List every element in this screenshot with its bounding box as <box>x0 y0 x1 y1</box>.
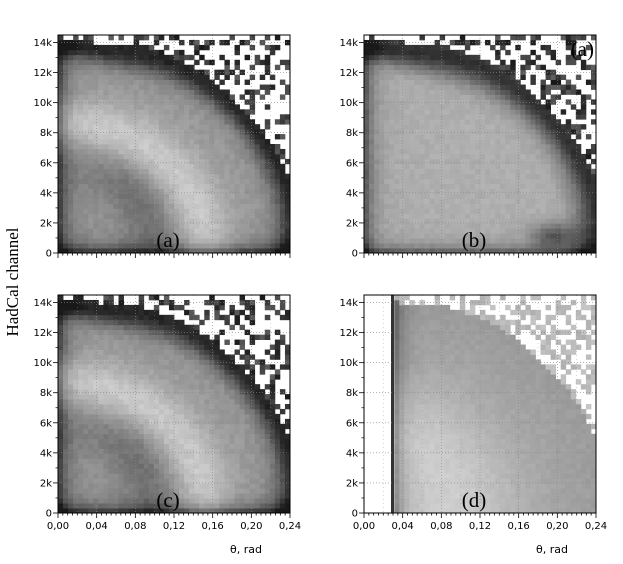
y-tick-label: 8k <box>346 388 358 399</box>
panel-label: (b) <box>462 228 487 252</box>
y-tick-label: 12k <box>339 328 358 339</box>
y-tick-label: 8k <box>40 128 52 139</box>
heatmap-cells <box>364 295 596 513</box>
y-tick-label: 14k <box>33 38 52 49</box>
grid <box>363 295 597 514</box>
x-tick-label: 0,24 <box>585 521 607 532</box>
x-tick-label: 0,00 <box>353 521 375 532</box>
panel-corner-label: (a) <box>571 37 594 61</box>
y-tick-label: 2k <box>40 478 52 489</box>
panel-2: 0 2k 4k 6k 8k 10k 12k 14k (b) (a) <box>339 34 597 260</box>
y-tick-label: 6k <box>40 158 52 169</box>
y-tick-label: 4k <box>40 448 52 459</box>
y-tick-label: 0 <box>352 249 358 260</box>
x-tick-label: 0,00 <box>47 521 69 532</box>
panel-label: (c) <box>156 488 179 512</box>
x-tick-label: 0,04 <box>86 521 108 532</box>
y-tick-label: 6k <box>346 158 358 169</box>
y-tick-label: 0 <box>46 249 52 260</box>
x-tick-label: 0,12 <box>163 521 185 532</box>
panel-3: 0 2k 4k 6k 8k 10k 12k 14k 0,00 0,04 0,08 0,12 0,16 0,… <box>33 294 301 532</box>
x-tick-label: 0,24 <box>279 521 301 532</box>
y-tick-label: 4k <box>346 188 358 199</box>
y-tick-label: 0 <box>352 509 358 520</box>
y-tick-label: 0 <box>46 509 52 520</box>
y-tick-label: 2k <box>346 478 358 489</box>
y-tick-label: 10k <box>339 358 358 369</box>
panel-4: 0 2k 4k 6k 8k 10k 12k 14k 0,00 0,04 0,08 0,12 0,16 0,… <box>339 294 607 532</box>
x-axis-label-right: θ, rad <box>536 543 568 556</box>
x-tick-label: 0,20 <box>546 521 568 532</box>
y-tick-label: 12k <box>33 68 52 79</box>
x-tick-label: 0,20 <box>240 521 262 532</box>
panel-label: (a) <box>156 228 179 252</box>
y-tick-label: 8k <box>346 128 358 139</box>
y-tick-label: 2k <box>40 218 52 229</box>
x-tick-label: 0,16 <box>202 521 224 532</box>
y-tick-label: 8k <box>40 388 52 399</box>
heatmap-cells <box>58 35 290 253</box>
axes: 0 2k 4k 6k 8k 10k 12k 14k <box>339 38 597 260</box>
y-tick-label: 4k <box>40 188 52 199</box>
axes: 0 2k 4k 6k 8k 10k 12k 14k <box>33 38 291 260</box>
x-tick-label: 0,16 <box>508 521 530 532</box>
axes: 0 2k 4k 6k 8k 10k 12k 14k 0,00 0,04 0,08 0,12 0,16 0,… <box>33 298 301 532</box>
y-tick-label: 10k <box>33 358 52 369</box>
x-tick-label: 0,12 <box>469 521 491 532</box>
x-axis-label-left: θ, rad <box>230 543 262 556</box>
y-tick-label: 14k <box>33 298 52 309</box>
y-tick-label: 14k <box>339 38 358 49</box>
heatmap-cells <box>58 295 290 513</box>
x-tick-label: 0,08 <box>124 521 146 532</box>
y-tick-label: 4k <box>346 448 358 459</box>
panel-1: 0 2k 4k 6k 8k 10k 12k 14k (a) <box>33 34 291 260</box>
y-axis-label: HadCal channel <box>3 227 22 336</box>
axes: 0 2k 4k 6k 8k 10k 12k 14k 0,00 0,04 0,08 0,12 0,16 0,… <box>339 298 607 532</box>
x-tick-label: 0,08 <box>430 521 452 532</box>
y-tick-label: 12k <box>33 328 52 339</box>
x-tick-label: 0,04 <box>392 521 414 532</box>
y-tick-label: 6k <box>40 418 52 429</box>
y-tick-label: 10k <box>33 98 52 109</box>
panel-label: (d) <box>462 488 487 512</box>
y-tick-label: 12k <box>339 68 358 79</box>
y-tick-label: 10k <box>339 98 358 109</box>
y-tick-label: 2k <box>346 218 358 229</box>
y-tick-label: 6k <box>346 418 358 429</box>
y-tick-label: 14k <box>339 298 358 309</box>
heatmap-cells <box>364 35 596 253</box>
